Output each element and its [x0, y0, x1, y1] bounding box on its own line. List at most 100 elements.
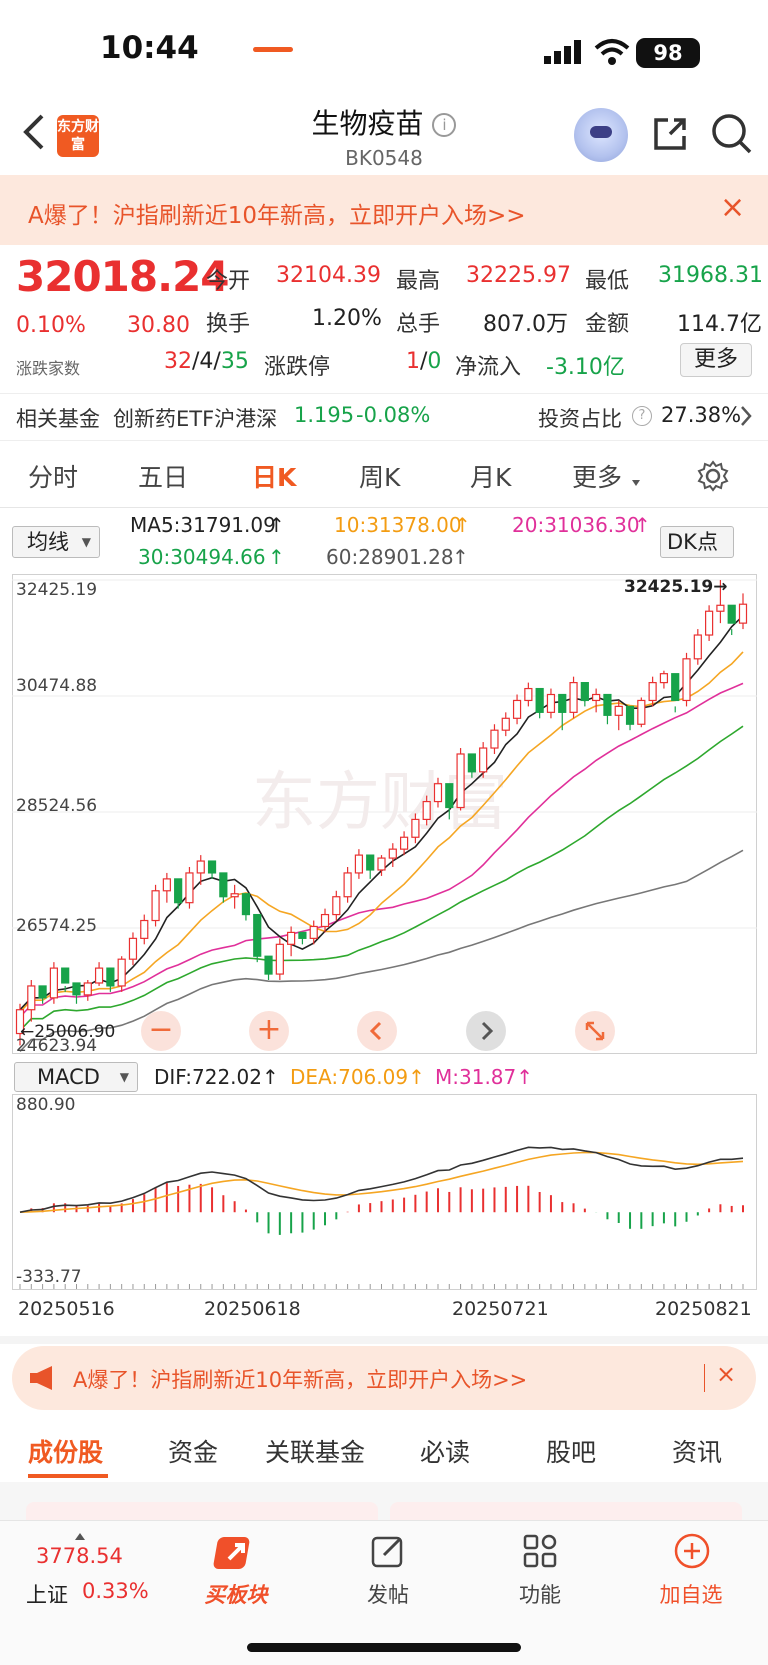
ma-selector[interactable]: 均线 ▼ [12, 526, 100, 558]
chart-period-tabs: 分时 五日 日K 周K 月K 更多 [0, 448, 768, 508]
zoom-out-button[interactable]: − [141, 1011, 181, 1051]
tab-must-read[interactable]: 必读 [420, 1438, 471, 1467]
candle [309, 925, 318, 939]
tab-related-funds[interactable]: 关联基金 [265, 1438, 366, 1467]
fullscreen-button[interactable] [575, 1011, 615, 1051]
back-button[interactable] [20, 112, 54, 158]
fund-label: 相关基金 [16, 407, 100, 431]
scroll-left-button[interactable] [357, 1011, 397, 1051]
candle [445, 783, 454, 809]
scroll-right-button[interactable] [466, 1011, 506, 1051]
promo-banner-text[interactable]: A爆了！沪指刷新近10年新高，立即开户入场>> [73, 1368, 528, 1392]
tab-forum[interactable]: 股吧 [546, 1438, 597, 1467]
ratio-label: 投资占比 [538, 407, 622, 431]
divider [0, 440, 768, 441]
macd-frame [12, 1094, 757, 1290]
candle [682, 658, 691, 702]
ma20-value: 20:31036.30 [512, 513, 640, 537]
tab-news[interactable]: 资讯 [672, 1438, 723, 1467]
function-grid-icon[interactable] [522, 1533, 558, 1569]
candle [38, 985, 47, 999]
related-fund-row[interactable]: 相关基金 创新药ETF沪港深 1.195 -0.08% 投资占比 ? 27.38… [0, 397, 768, 435]
min-price-marker: ←25006.90 [20, 1022, 116, 1042]
candle [15, 1009, 25, 1035]
candle [287, 931, 296, 945]
candle [614, 705, 623, 716]
wifi-icon [594, 38, 630, 66]
arrow-up-icon: ↑ [516, 1065, 534, 1089]
ma5-value: MA5:31791.09 [130, 513, 276, 537]
promo-banner[interactable] [0, 175, 768, 245]
fund-change: -0.08% [356, 403, 431, 427]
settings-gear-icon[interactable] [697, 460, 729, 496]
amount-label: 金额 [585, 312, 630, 337]
candle [546, 693, 556, 713]
ma30-line [19, 725, 744, 1032]
tab-intraday[interactable]: 分时 [28, 463, 79, 492]
promo-banner-text[interactable]: A爆了！沪指刷新近10年新高，立即开户入场>> [28, 203, 526, 229]
close-icon[interactable]: × [716, 1360, 737, 1388]
tab-more[interactable]: 更多 [572, 463, 623, 492]
arrow-up-icon: ↑ [268, 545, 285, 569]
caret-up-icon [75, 1533, 85, 1540]
dea-value: DEA:706.09↑ [290, 1065, 425, 1089]
turnover-value: 1.20% [312, 306, 382, 331]
arrow-up-icon: ↑ [268, 513, 285, 537]
add-watchlist-icon[interactable] [673, 1532, 711, 1570]
candlestick-chart[interactable]: 东方财富 [12, 574, 757, 1054]
info-icon[interactable]: i [432, 113, 457, 137]
status-time: 10:44 [100, 30, 199, 66]
buy-sector-label[interactable]: 买板块 [204, 1583, 268, 1607]
search-icon[interactable] [710, 112, 754, 156]
dk-point-button[interactable]: DK点 [660, 526, 734, 558]
close-icon[interactable]: × [720, 190, 746, 225]
candle [128, 937, 138, 960]
tab-underline [28, 1474, 108, 1478]
promo-banner-bottom[interactable] [12, 1346, 756, 1410]
more-button[interactable]: 更多 [680, 343, 752, 377]
post-label[interactable]: 发帖 [367, 1583, 409, 1607]
tab-monthly-k[interactable]: 月K [470, 463, 512, 492]
low-value: 31968.31 [658, 263, 763, 288]
tab-five-day[interactable]: 五日 [138, 463, 189, 492]
arrow-up-icon: ↑ [452, 545, 469, 569]
cellular-signal-icon [544, 40, 584, 64]
help-icon[interactable]: ? [632, 406, 652, 426]
open-label: 今开 [206, 269, 251, 294]
macd-tick-bottom: -333.77 [16, 1267, 82, 1287]
share-icon[interactable] [650, 114, 690, 154]
card-peek [26, 1502, 378, 1520]
tab-constituents[interactable]: 成份股 [28, 1438, 104, 1467]
post-edit-icon[interactable] [370, 1533, 406, 1569]
dif-value: DIF:722.02↑ [154, 1065, 279, 1089]
candle [354, 854, 364, 874]
candle [343, 872, 352, 898]
buy-sector-icon[interactable] [213, 1533, 259, 1573]
y-tick-1: 32425.19 [16, 580, 98, 600]
y-tick-3: 28524.56 [16, 796, 98, 816]
add-watchlist-label[interactable]: 加自选 [659, 1583, 723, 1607]
page-title: 生物疫苗 [311, 107, 424, 140]
inflow-label: 净流入 [455, 355, 522, 380]
macd-chart[interactable] [12, 1094, 757, 1290]
tab-funds-flow[interactable]: 资金 [168, 1438, 219, 1467]
fund-price: 1.195 [294, 403, 355, 427]
candle [253, 913, 262, 957]
function-label[interactable]: 功能 [519, 1583, 561, 1607]
tab-daily-k[interactable]: 日K [252, 463, 297, 492]
candle [174, 878, 183, 904]
breadth-label: 涨跌家数 [16, 359, 81, 378]
content-peek [0, 1482, 768, 1520]
tab-weekly-k[interactable]: 周K [359, 463, 401, 492]
candle [648, 682, 657, 702]
index-ticker[interactable]: 3778.54 上证 0.33% [0, 1521, 170, 1641]
sector-code: BK0548 [345, 146, 423, 170]
candle [332, 896, 341, 916]
change-percent: 0.10% [16, 313, 86, 338]
megaphone-icon [28, 1364, 58, 1396]
zoom-in-button[interactable]: + [249, 1011, 289, 1051]
caret-icon [632, 480, 640, 486]
chevron-right-icon [740, 405, 752, 431]
indicator-selector[interactable]: MACD ▼ [14, 1062, 138, 1092]
ma20-line [19, 682, 744, 1018]
